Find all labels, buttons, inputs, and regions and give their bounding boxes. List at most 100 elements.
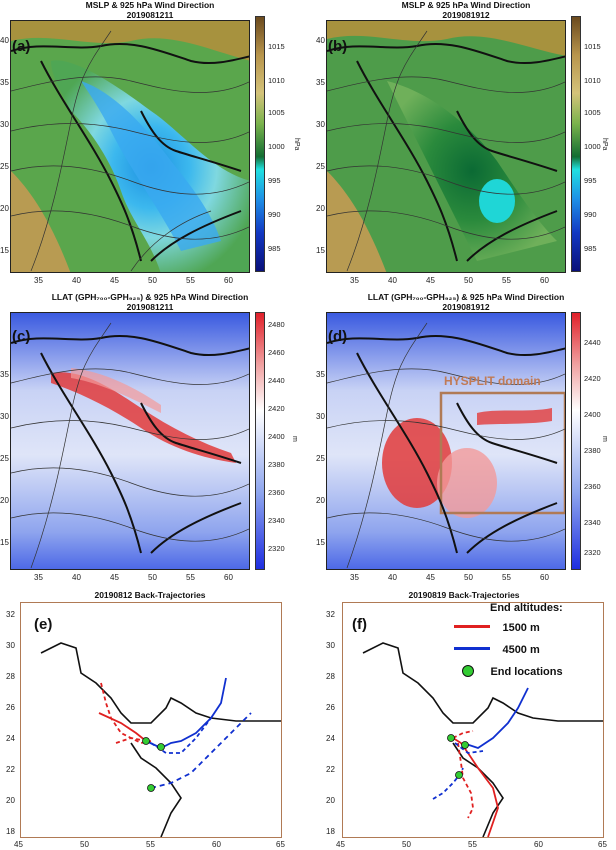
x-tick: 35 [350, 573, 359, 582]
x-tick: 60 [540, 276, 549, 285]
y-tick: 22 [6, 765, 15, 774]
x-tick: 65 [276, 840, 285, 849]
x-tick: 50 [464, 276, 473, 285]
panel-d-date: 2019081912 [442, 302, 490, 312]
panel-a-map [10, 20, 250, 273]
y-tick: 30 [6, 641, 15, 650]
y-tick: 18 [6, 827, 15, 836]
y-tick: 25 [316, 454, 325, 463]
y-tick: 30 [326, 641, 335, 650]
colorbar-tick: 2400 [584, 410, 601, 419]
colorbar-tick: 990 [268, 210, 281, 219]
colorbar-tick: 2360 [268, 488, 285, 497]
panel-a-date: 2019081211 [126, 10, 174, 20]
colorbar-tick: 1010 [584, 76, 601, 85]
colorbar-tick: 2420 [268, 404, 285, 413]
panel-d-map [326, 312, 566, 570]
panel-f-title: 20190819 Back-Trajectories [408, 590, 520, 600]
green-dot-marker [462, 664, 474, 677]
y-tick: 30 [0, 120, 9, 129]
y-tick: 15 [316, 246, 325, 255]
panel-e-plot [20, 602, 282, 838]
panel-c: LLAT (GPH₇₀₀-GPH₉₂₅) & 925 hPa Wind Dire… [0, 290, 300, 590]
panel-b-letter: (b) [328, 38, 348, 55]
panel-f-letter: (f) [352, 616, 367, 633]
red-line-swatch [454, 625, 490, 629]
legend-item-blue: 4500 m [454, 640, 540, 658]
y-tick: 20 [326, 796, 335, 805]
x-tick: 55 [502, 573, 511, 582]
y-tick: 24 [326, 734, 335, 743]
y-tick: 28 [6, 672, 15, 681]
colorbar-tick: 2320 [584, 548, 601, 557]
x-tick: 55 [146, 840, 155, 849]
x-tick: 60 [540, 573, 549, 582]
x-tick: 35 [34, 573, 43, 582]
panel-c-map [10, 312, 250, 570]
colorbar-tick: 1015 [268, 42, 285, 51]
colorbar-tick: 2340 [584, 518, 601, 527]
x-tick: 55 [186, 276, 195, 285]
colorbar-tick: 2320 [268, 544, 285, 553]
panel-f: 20190819 Back-Trajectories (f) End altit… [304, 590, 616, 850]
x-tick: 55 [186, 573, 195, 582]
colorbar-tick: 2420 [584, 374, 601, 383]
x-tick: 45 [110, 276, 119, 285]
panel-f-plot [342, 602, 604, 838]
colorbar-tick: 1015 [584, 42, 601, 51]
y-tick: 30 [0, 412, 9, 421]
panel-c-letter: (c) [12, 328, 31, 345]
panel-b-title: MSLP & 925 hPa Wind Direction [401, 0, 531, 10]
legend-label: 4500 m [502, 644, 540, 656]
colorbar-tick: 985 [584, 244, 597, 253]
colorbar-tick: 2460 [268, 348, 285, 357]
hysplit-domain-label: HYSPLIT domain [444, 374, 541, 388]
mslp-colorbar [255, 16, 265, 272]
panel-d: LLAT (GPH₇₀₀-GPH₉₂₅) & 925 hPa Wind Dire… [316, 290, 616, 590]
panel-b-date: 2019081912 [442, 10, 490, 20]
colorbar-tick: 985 [268, 244, 281, 253]
y-tick: 26 [6, 703, 15, 712]
legend-label: 1500 m [502, 622, 540, 634]
colorbar-unit: m [291, 436, 298, 442]
panel-d-letter: (d) [328, 328, 348, 345]
y-tick: 40 [0, 36, 9, 45]
y-tick: 25 [316, 162, 325, 171]
x-tick: 50 [464, 573, 473, 582]
x-tick: 45 [110, 573, 119, 582]
y-tick: 30 [316, 412, 325, 421]
y-tick: 25 [0, 454, 9, 463]
x-tick: 50 [148, 276, 157, 285]
x-tick: 60 [224, 276, 233, 285]
y-tick: 32 [6, 610, 15, 619]
x-tick: 55 [468, 840, 477, 849]
colorbar-tick: 995 [268, 176, 281, 185]
colorbar-tick: 2400 [268, 432, 285, 441]
y-tick: 24 [6, 734, 15, 743]
panel-a-letter: (a) [12, 38, 31, 55]
x-tick: 60 [534, 840, 543, 849]
y-tick: 15 [0, 538, 9, 547]
panel-e-title: 20190812 Back-Trajectories [94, 590, 206, 600]
panel-c-date: 2019081211 [126, 302, 174, 312]
mslp-colorbar [571, 16, 581, 272]
y-tick: 20 [0, 204, 9, 213]
y-tick: 30 [316, 120, 325, 129]
x-tick: 60 [224, 573, 233, 582]
y-tick: 20 [316, 204, 325, 213]
y-tick: 18 [326, 827, 335, 836]
y-tick: 35 [316, 78, 325, 87]
legend-label: End locations [490, 666, 563, 678]
x-tick: 35 [34, 276, 43, 285]
y-tick: 15 [0, 246, 9, 255]
x-tick: 40 [72, 276, 81, 285]
colorbar-tick: 1000 [584, 142, 601, 151]
y-tick: 28 [326, 672, 335, 681]
colorbar-tick: 2380 [584, 446, 601, 455]
y-tick: 25 [0, 162, 9, 171]
colorbar-tick: 1000 [268, 142, 285, 151]
x-tick: 45 [336, 840, 345, 849]
colorbar-tick: 2440 [268, 376, 285, 385]
colorbar-unit: m [601, 436, 608, 442]
panel-a: MSLP & 925 hPa Wind Direction 2019081211… [0, 0, 300, 290]
